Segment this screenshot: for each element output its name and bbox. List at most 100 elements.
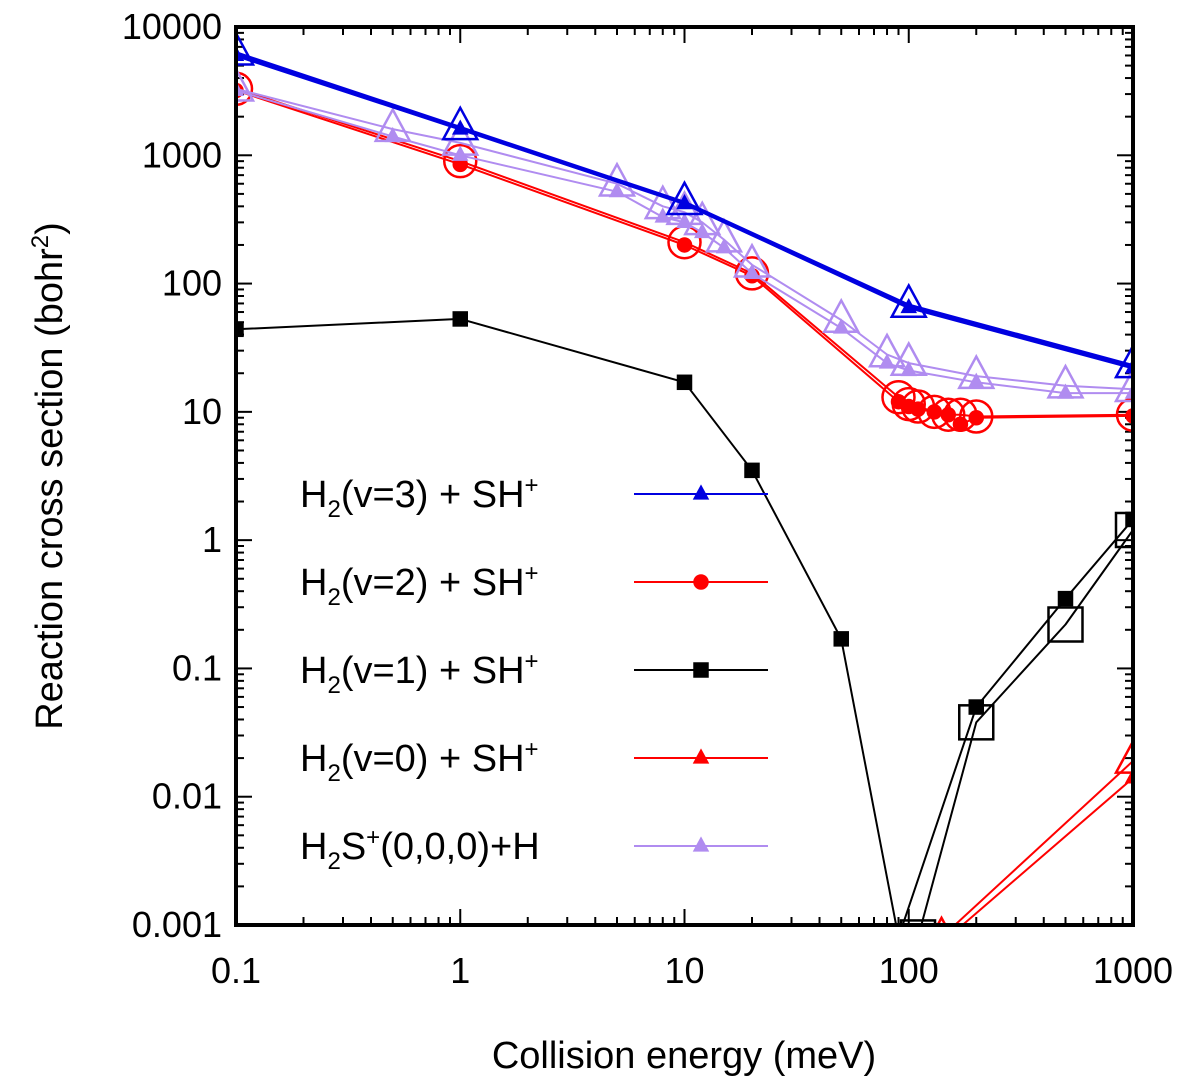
point-v3-filled	[451, 119, 469, 135]
point-h2s-filled	[878, 353, 896, 369]
point-h2s-filled	[676, 212, 693, 228]
legend-label-superscript: +	[525, 736, 539, 763]
legend-label-v2: H2(v=2) + SH+	[300, 560, 539, 611]
series-line-v0-open	[953, 760, 1133, 925]
legend-label-superscript: +	[366, 824, 380, 851]
legend-label-part-a: H	[300, 474, 327, 516]
legend-label-superscript: +	[525, 472, 539, 499]
x-tick-label: 10	[664, 950, 704, 991]
legend-marker-v1	[693, 662, 709, 678]
y-axis-label-main: Reaction cross section (bohr	[29, 248, 71, 730]
point-h2s-filled	[384, 126, 402, 143]
point-h2s-filled	[900, 360, 918, 377]
legend-label-subscript: 2	[327, 672, 340, 699]
point-v2-filled	[940, 406, 956, 423]
legend-item-h2s: H2S+(0,0,0)+H	[300, 824, 768, 875]
y-tick-label: 100	[162, 263, 222, 304]
point-v3-open	[1113, 343, 1133, 379]
legend-label-v0: H2(v=0) + SH+	[300, 736, 539, 787]
point-v1-filled	[1057, 590, 1074, 607]
series-v0	[936, 738, 1133, 942]
point-v0-open	[936, 915, 947, 925]
point-v1-filled	[1125, 511, 1133, 528]
y-axis-label: Reaction cross section (bohr2)	[27, 222, 71, 730]
legend-marker-h2s	[692, 836, 710, 852]
legend-label-superscript: +	[525, 560, 539, 587]
series-line-v0-filled	[961, 777, 1133, 925]
legend-label-part-a: H	[300, 738, 327, 780]
point-h2s-open	[236, 66, 256, 102]
point-h2s-filled	[715, 238, 733, 254]
point-h2s-filled	[654, 207, 672, 223]
y-tick-label: 10000	[122, 6, 222, 47]
legend-label-subscript: 2	[327, 496, 340, 523]
y-tick-label: 1	[202, 519, 222, 560]
x-tick-label: 100	[879, 950, 939, 991]
series-v3	[236, 30, 1133, 379]
legend-label-v3: H2(v=3) + SH+	[300, 472, 539, 523]
legend-item-v0: H2(v=0) + SH+	[300, 736, 768, 787]
legend-label-subscript: 2	[327, 584, 340, 611]
legend-label-h2s: H2S+(0,0,0)+H	[300, 824, 540, 875]
legend-label-subscript: 2	[327, 848, 340, 875]
point-h2s-open	[1113, 367, 1133, 403]
point-v2-filled	[910, 401, 926, 417]
y-tick-label: 1000	[142, 134, 222, 175]
x-tick-label: 0.1	[211, 950, 261, 991]
y-tick-label: 10	[182, 391, 222, 432]
point-h2s-filled	[693, 222, 711, 239]
legend-label-subscript: 2	[327, 760, 340, 787]
point-v0-open	[1113, 738, 1133, 774]
point-v1-filled	[833, 631, 849, 647]
point-v2-filled	[926, 404, 943, 420]
point-v1-filled	[676, 374, 693, 391]
point-v2-open	[959, 399, 994, 434]
x-tick-label: 1000	[1093, 950, 1173, 991]
legend-label-part-b: S	[341, 826, 366, 868]
legend-label-part-a: H	[300, 562, 327, 604]
legend-label-part-c: (0,0,0)+H	[380, 826, 539, 868]
point-v2-open	[443, 143, 478, 179]
legend-label-part-b: (v=3) + SH	[341, 474, 525, 516]
legend: H2(v=3) + SH+H2(v=2) + SH+H2(v=1) + SH+H…	[300, 472, 768, 875]
y-axis-label-sup: 2	[27, 235, 54, 248]
point-v1-filled	[968, 699, 985, 715]
point-v1-filled	[452, 311, 468, 327]
point-v1-open	[1047, 606, 1084, 643]
point-v3-filled	[676, 193, 693, 210]
legend-item-v2: H2(v=2) + SH+	[300, 560, 768, 611]
legend-label-part-b: (v=0) + SH	[341, 738, 525, 780]
legend-marker-v0	[692, 748, 710, 764]
x-tick-label: 1	[450, 950, 470, 991]
point-v1-open	[899, 919, 937, 925]
point-v3-open	[665, 180, 704, 216]
point-v1-filled	[744, 462, 760, 479]
x-axis-label: Collision energy (meV)	[492, 1035, 876, 1077]
legend-label-part-b: (v=1) + SH	[341, 650, 525, 692]
point-v3-open	[441, 105, 480, 141]
point-v2-open	[881, 379, 916, 415]
tick-labels: 0.1 1 10 100 1000 0.001 0.01 0.1 1 10 100 1000 10000	[122, 6, 1173, 991]
y-tick-label: 0.001	[132, 904, 222, 945]
point-v2-filled	[676, 237, 693, 253]
legend-label-part-b: (v=2) + SH	[341, 562, 525, 604]
plot-frame	[234, 25, 1135, 927]
point-v1-filled	[236, 321, 244, 338]
y-tick-label: 0.01	[152, 776, 222, 817]
legend-marker-v3	[692, 484, 710, 500]
point-h2s-filled	[608, 182, 626, 198]
legend-label-v1: H2(v=1) + SH+	[300, 648, 539, 699]
legend-label-part-a: H	[300, 650, 327, 692]
point-h2s-filled	[743, 263, 761, 279]
legend-marker-v2	[693, 574, 709, 590]
point-v3-open	[889, 282, 928, 319]
point-v0-filled	[941, 929, 955, 942]
series-h2s	[236, 66, 1133, 403]
point-v2-filled	[968, 409, 985, 426]
legend-label-superscript: +	[525, 648, 539, 675]
point-v2-open	[236, 71, 254, 107]
y-tick-label: 0.1	[172, 647, 222, 688]
point-v3-filled	[900, 297, 918, 314]
series-v1	[236, 311, 1133, 925]
